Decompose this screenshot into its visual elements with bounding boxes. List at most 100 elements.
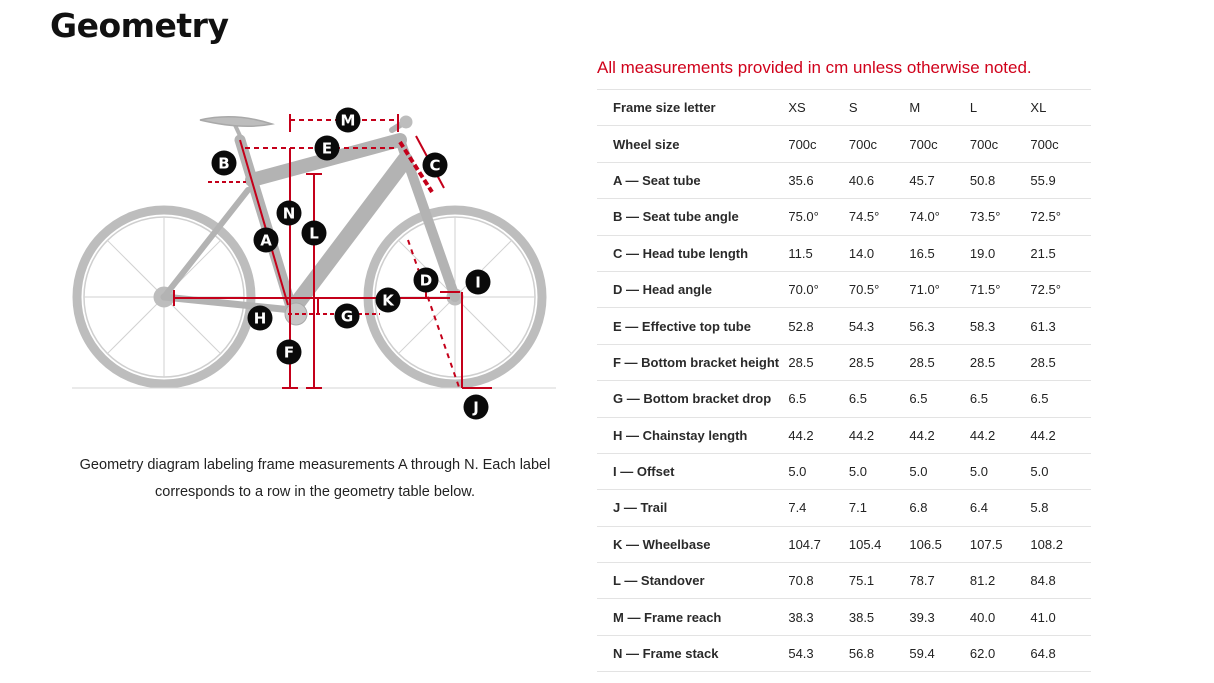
label-badge-a: A — [253, 227, 279, 253]
row-label: M — Frame reach — [597, 598, 789, 636]
table-cell: 6.5 — [848, 380, 910, 418]
table-cell: 5.0 — [788, 452, 849, 490]
table-cell: 74.5° — [848, 198, 910, 236]
table-cell: 44.2 — [788, 416, 849, 454]
label-badge-e: E — [314, 135, 340, 161]
table-row: H — Chainstay length 44.2 44.2 44.2 44.2 44.2 — [597, 416, 1091, 454]
table-cell: 700c — [848, 125, 910, 163]
label-badge-d: D — [413, 267, 439, 293]
table-row: I — Offset 5.0 5.0 5.0 5.0 5.0 — [597, 452, 1091, 490]
table-cell: 58.3 — [969, 307, 1031, 345]
table-row: G — Bottom bracket drop 6.5 6.5 6.5 6.5 6.5 — [597, 380, 1091, 418]
size-header-xl: XL — [1030, 88, 1091, 126]
table-row: M — Frame reach 38.3 38.5 39.3 40.0 41.0 — [597, 598, 1091, 636]
svg-text:D: D — [420, 272, 432, 290]
table-cell: 56.3 — [909, 307, 970, 345]
label-badge-g: G — [334, 303, 360, 329]
table-cell: 108.2 — [1030, 525, 1091, 563]
row-label: H — Chainstay length — [597, 416, 789, 454]
table-cell: 700c — [1030, 125, 1091, 163]
table-row: A — Seat tube 35.6 40.6 45.7 50.8 55.9 — [597, 161, 1091, 199]
table-cell: 70.5° — [848, 270, 910, 308]
units-note: All measurements provided in cm unless o… — [597, 58, 1032, 77]
table-cell: 5.0 — [909, 452, 970, 490]
table-cell: 56.8 — [848, 634, 910, 673]
header-label: Frame size letter — [597, 88, 789, 126]
size-header-l: L — [969, 88, 1031, 126]
row-label: L — Standover — [597, 562, 789, 599]
row-label: A — Seat tube — [597, 161, 789, 199]
svg-text:C: C — [429, 157, 440, 175]
table-row: K — Wheelbase 104.7 105.4 106.5 107.5 108.2 — [597, 525, 1091, 563]
table-cell: 78.7 — [909, 562, 970, 599]
table-cell: 28.5 — [969, 343, 1031, 381]
table-cell: 6.5 — [969, 380, 1031, 418]
table-cell: 16.5 — [909, 234, 970, 272]
table-cell: 84.8 — [1030, 562, 1091, 599]
row-label: Wheel size — [597, 125, 789, 163]
table-cell: 6.5 — [1030, 380, 1091, 418]
table-header-row: Frame size letter XS S M L XL — [597, 88, 1091, 126]
table-row: L — Standover 70.8 75.1 78.7 81.2 84.8 — [597, 562, 1091, 599]
measurement-lines — [173, 114, 492, 391]
table-cell: 28.5 — [848, 343, 910, 381]
table-cell: 6.5 — [788, 380, 849, 418]
svg-text:N: N — [283, 205, 296, 223]
table-row: B — Seat tube angle 75.0° 74.5° 74.0° 73.5° 7… — [597, 198, 1091, 236]
svg-text:E: E — [322, 140, 332, 158]
table-cell: 72.5° — [1030, 270, 1091, 308]
svg-text:F: F — [284, 344, 294, 362]
svg-text:K: K — [382, 292, 395, 310]
table-cell: 7.1 — [848, 489, 910, 527]
label-badges: A B C D E F G H I J K L M N — [211, 107, 491, 420]
table-cell: 5.0 — [848, 452, 910, 490]
table-cell: 7.4 — [788, 489, 849, 527]
row-label: C — Head tube length — [597, 234, 789, 272]
table-row: F — Bottom bracket height 28.5 28.5 28.5 28.… — [597, 343, 1091, 381]
table-row: J — Trail 7.4 7.1 6.8 6.4 5.8 — [597, 489, 1091, 527]
table-cell: 104.7 — [788, 525, 849, 563]
svg-text:B: B — [218, 155, 229, 173]
table-cell: 75.0° — [788, 198, 849, 236]
table-row: Wheel size 700c 700c 700c 700c 700c — [597, 125, 1091, 163]
table-cell: 700c — [788, 125, 849, 163]
page-title: Geometry — [50, 6, 229, 45]
table-cell: 5.8 — [1030, 489, 1091, 527]
table-cell: 44.2 — [1030, 416, 1091, 454]
table-cell: 45.7 — [909, 161, 970, 199]
table-row: E — Effective top tube 52.8 54.3 56.3 58.3 61… — [597, 307, 1091, 345]
table-row: C — Head tube length 11.5 14.0 16.5 19.0 21.5 — [597, 234, 1091, 272]
table-cell: 105.4 — [848, 525, 910, 563]
table-cell: 28.5 — [788, 343, 849, 381]
table-cell: 70.0° — [788, 270, 849, 308]
table-cell: 40.6 — [848, 161, 910, 199]
label-badge-n: N — [276, 200, 302, 226]
row-label: B — Seat tube angle — [597, 198, 789, 236]
label-badge-h: H — [247, 305, 273, 331]
table-cell: 107.5 — [969, 525, 1031, 563]
svg-text:A: A — [260, 232, 272, 250]
table-cell: 61.3 — [1030, 307, 1091, 345]
table-cell: 50.8 — [969, 161, 1031, 199]
label-badge-b: B — [211, 150, 237, 176]
size-header-m: M — [909, 88, 970, 126]
table-cell: 41.0 — [1030, 598, 1091, 636]
svg-text:G: G — [341, 308, 353, 326]
table-cell: 55.9 — [1030, 161, 1091, 199]
table-cell: 5.0 — [1030, 452, 1091, 490]
table-cell: 6.4 — [969, 489, 1031, 527]
row-label: F — Bottom bracket height — [597, 343, 789, 381]
svg-text:H: H — [254, 310, 267, 328]
table-cell: 54.3 — [788, 634, 849, 673]
diagram-caption: Geometry diagram labeling frame measurem… — [79, 457, 551, 500]
row-label: D — Head angle — [597, 270, 789, 308]
label-badge-i: I — [465, 269, 491, 295]
table-cell: 44.2 — [969, 416, 1031, 454]
table-cell: 59.4 — [909, 634, 970, 673]
table-cell: 75.1 — [848, 562, 910, 599]
row-label: K — Wheelbase — [597, 525, 789, 563]
table-cell: 19.0 — [969, 234, 1031, 272]
table-cell: 700c — [969, 125, 1031, 163]
label-badge-k: K — [375, 287, 401, 313]
bike-illustration — [72, 115, 547, 389]
